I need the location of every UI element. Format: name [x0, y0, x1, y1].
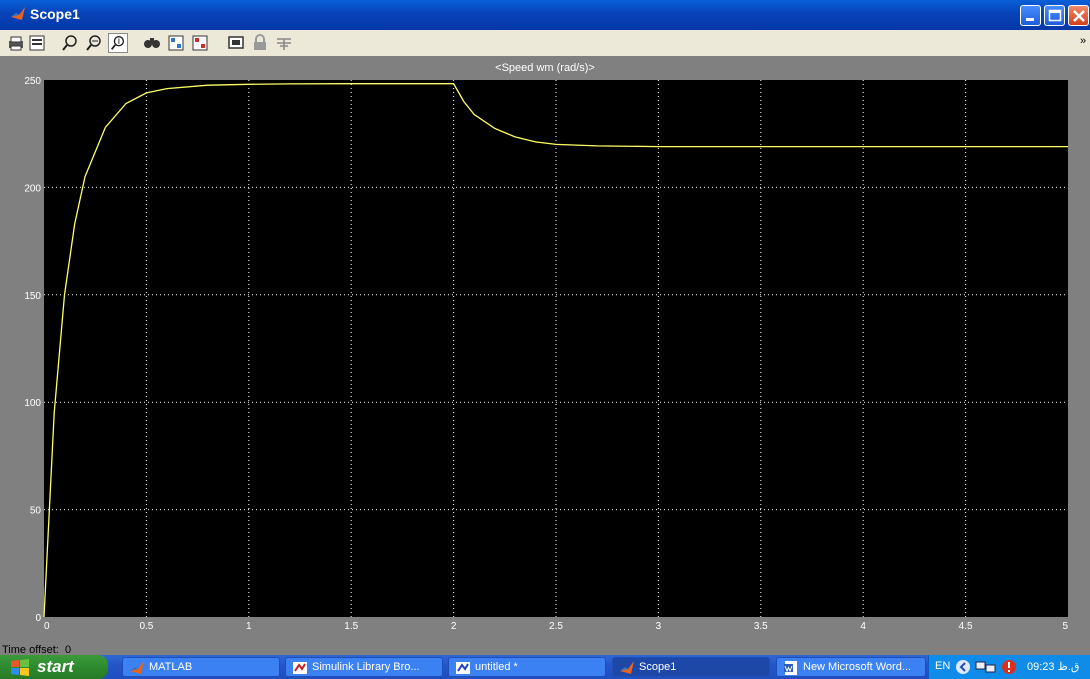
x-tick-labels: 0 0.5 1 1.5 2 2.5 3 3.5 4 4.5 5	[44, 621, 1068, 632]
x-tick-label: 3.5	[754, 621, 768, 632]
x-tick-label: 1.5	[344, 621, 358, 632]
taskbar-item-untitled[interactable]: untitled *	[448, 657, 606, 677]
scope-toolbar: »	[0, 30, 1090, 57]
save-axes-icon[interactable]	[166, 33, 186, 53]
minimize-icon	[1026, 18, 1034, 21]
close-button[interactable]	[1068, 5, 1089, 26]
y-tick-labels: 0 50 100 150 200 250	[24, 76, 41, 624]
word-icon	[784, 661, 797, 675]
zoom-in-icon[interactable]	[60, 33, 80, 53]
window-title: Scope1	[30, 6, 80, 22]
clock[interactable]: 09:23 ق.ظ	[1027, 661, 1080, 673]
x-tick-label: 4.5	[959, 621, 973, 632]
autoscale-icon[interactable]	[142, 33, 162, 53]
restore-axes-icon[interactable]	[190, 33, 210, 53]
maximize-button[interactable]	[1044, 5, 1065, 26]
y-tick-label: 250	[24, 76, 41, 87]
x-tick-label: 2.5	[549, 621, 563, 632]
start-button[interactable]: start	[0, 655, 108, 679]
start-label: start	[37, 657, 74, 676]
network-icon[interactable]	[975, 659, 997, 675]
taskbar-item-label: Scope1	[639, 661, 677, 673]
y-tick-label: 50	[30, 506, 42, 517]
system-tray: EN 09:23 ق.ظ	[928, 655, 1090, 679]
taskbar-item-word[interactable]: New Microsoft Word...	[776, 657, 926, 677]
x-tick-label: 5	[1062, 621, 1068, 632]
title-bar[interactable]: Scope1	[0, 0, 1090, 30]
taskbar: start MATLAB Simulink Library Bro... unt…	[0, 655, 1090, 679]
floating-scope-icon[interactable]	[226, 33, 246, 53]
x-tick-label: 2	[451, 621, 457, 632]
zoom-x-icon[interactable]	[84, 33, 104, 53]
scope-plot[interactable]: 0 0.5 1 1.5 2 2.5 3 3.5 4 4.5 5 0 50 100 150 200 250	[0, 56, 1090, 655]
minimize-button[interactable]	[1020, 5, 1041, 26]
x-tick-label: 0.5	[139, 621, 153, 632]
simulink-model-icon	[456, 662, 470, 674]
x-tick-label: 3	[656, 621, 662, 632]
plot-title: <Speed wm (rad/s)>	[495, 62, 595, 74]
zoom-y-icon[interactable]	[108, 33, 128, 53]
y-tick-label: 100	[24, 398, 41, 409]
taskbar-item-label: MATLAB	[149, 661, 193, 673]
toolbar-overflow-chevron[interactable]: »	[1080, 35, 1087, 47]
time-offset-value: 0	[64, 644, 72, 656]
taskbar-item-simulink-library[interactable]: Simulink Library Bro...	[285, 657, 443, 677]
simulink-icon	[293, 662, 307, 674]
y-tick-label: 150	[24, 291, 41, 302]
language-indicator[interactable]: EN	[935, 660, 951, 672]
security-alert-icon[interactable]	[1001, 659, 1017, 675]
lock-icon[interactable]	[250, 33, 270, 53]
speed-series-line	[43, 83, 1068, 618]
tray-expand-icon[interactable]	[955, 659, 971, 675]
maximize-icon	[1048, 9, 1062, 22]
signal-selection-icon[interactable]	[274, 33, 294, 53]
x-tick-label: 0	[44, 621, 50, 632]
matlab-icon	[11, 7, 25, 20]
x-tick-label: 1	[246, 621, 252, 632]
taskbar-item-label: New Microsoft Word...	[803, 661, 911, 673]
close-icon	[1073, 10, 1085, 22]
taskbar-item-matlab[interactable]: MATLAB	[122, 657, 280, 677]
y-tick-label: 200	[24, 183, 41, 194]
taskbar-item-scope1[interactable]: Scope1	[612, 657, 770, 677]
windows-logo-icon	[11, 659, 29, 676]
parameters-icon[interactable]	[27, 33, 47, 53]
x-tick-label: 4	[860, 621, 866, 632]
taskbar-item-label: Simulink Library Bro...	[312, 661, 420, 673]
plot-grid	[44, 80, 1068, 617]
time-offset-label: Time offset:	[2, 644, 59, 656]
print-icon[interactable]	[6, 33, 26, 53]
time-offset: Time offset: 0	[2, 644, 71, 656]
taskbar-item-label: untitled *	[475, 661, 518, 673]
matlab-icon	[620, 661, 634, 674]
y-tick-label: 0	[35, 613, 41, 624]
matlab-icon	[130, 661, 144, 674]
